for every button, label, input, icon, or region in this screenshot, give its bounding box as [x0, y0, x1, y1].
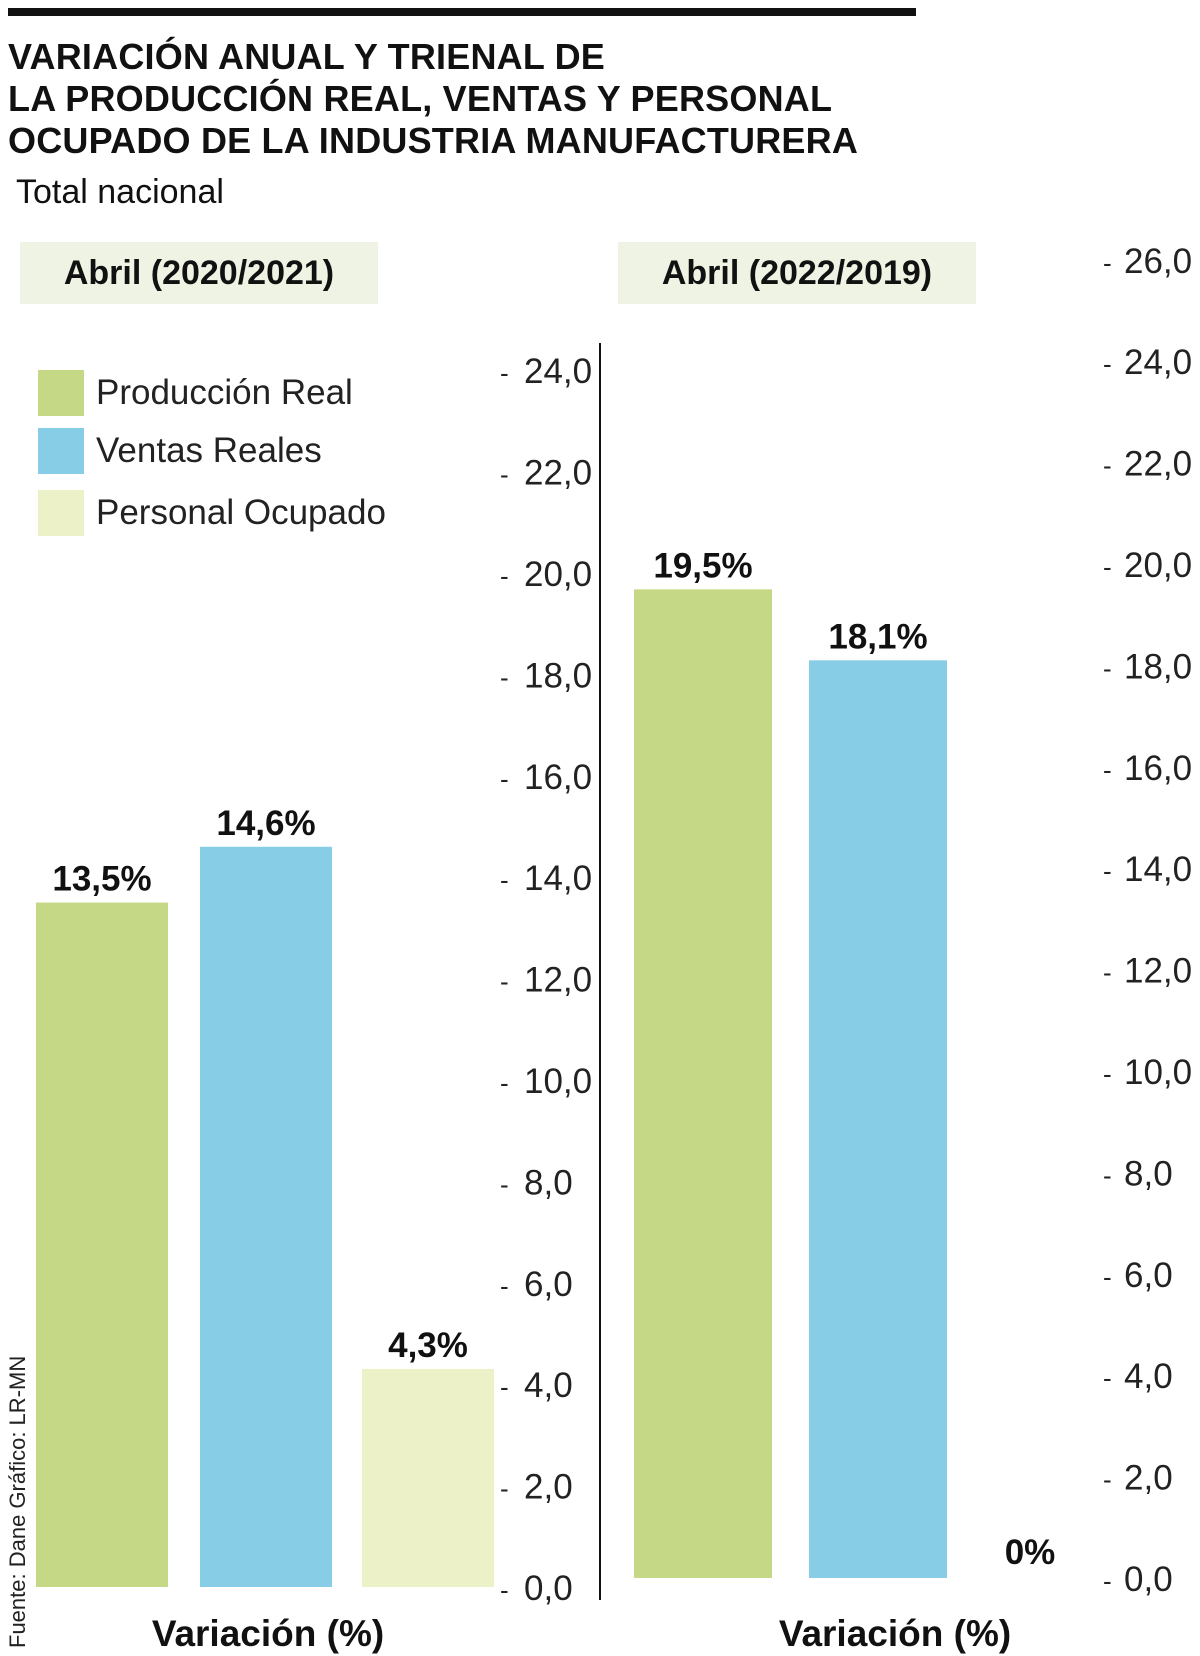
chart-title: VARIACIÓN ANUAL Y TRIENAL DE LA PRODUCCI… [8, 36, 928, 162]
y-tick-dash: - [1103, 248, 1112, 278]
x-axis-label: Variación (%) [152, 1613, 384, 1654]
title-line-1: VARIACIÓN ANUAL Y TRIENAL DE [8, 36, 605, 77]
y-tick-dash: - [1103, 958, 1112, 988]
y-tick-label: 14,0 [1124, 850, 1192, 889]
legend-label-produccion: Producción Real [96, 373, 353, 412]
y-tick-label: 12,0 [524, 961, 592, 1000]
legend-swatch-ventas [38, 428, 84, 474]
y-tick-dash: - [500, 1372, 509, 1402]
bar-producci-n-real [36, 902, 168, 1587]
y-tick-label: 12,0 [1124, 952, 1192, 991]
y-tick-label: 10,0 [524, 1062, 592, 1101]
y-tick-label: 4,0 [524, 1366, 573, 1405]
y-tick-dash: - [1103, 552, 1112, 582]
legend-label-personal: Personal Ocupado [96, 493, 386, 532]
y-tick-label: 16,0 [1124, 749, 1192, 788]
y-tick-label: 22,0 [524, 454, 592, 493]
chart-subtitle: Total nacional [16, 173, 224, 211]
x-axis-label: Variación (%) [779, 1613, 1011, 1654]
y-tick-label: 20,0 [524, 555, 592, 594]
panel-title-right: Abril (2022/2019) [618, 242, 976, 304]
y-tick-label: 0,0 [1124, 1560, 1173, 1599]
y-tick-label: 18,0 [524, 656, 592, 695]
y-tick-dash: - [500, 1169, 509, 1199]
y-tick-dash: - [500, 967, 509, 997]
y-tick-dash: - [500, 764, 509, 794]
y-tick-dash: - [1103, 755, 1112, 785]
legend-swatch-personal [38, 490, 84, 536]
y-tick-label: 2,0 [524, 1468, 573, 1507]
y-tick-dash: - [1103, 1160, 1112, 1190]
y-tick-label: 6,0 [524, 1265, 573, 1304]
y-tick-label: 18,0 [1124, 647, 1192, 686]
y-tick-dash: - [1103, 451, 1112, 481]
y-tick-dash: - [500, 1575, 509, 1605]
legend-label-ventas: Ventas Reales [96, 431, 322, 470]
legend-swatch-produccion [38, 370, 84, 416]
y-tick-label: 24,0 [524, 352, 592, 391]
data-label: 0% [1005, 1533, 1056, 1572]
data-label: 13,5% [52, 860, 151, 899]
title-line-3: OCUPADO DE LA INDUSTRIA MANUFACTURERA [8, 120, 859, 161]
y-tick-label: 14,0 [524, 859, 592, 898]
y-tick-dash: - [1103, 1566, 1112, 1596]
y-tick-label: 6,0 [1124, 1256, 1173, 1295]
y-tick-dash: - [1103, 1262, 1112, 1292]
y-tick-dash: - [500, 1068, 509, 1098]
y-tick-label: 22,0 [1124, 445, 1192, 484]
bar-ventas-reales [200, 846, 332, 1587]
y-tick-dash: - [1103, 349, 1112, 379]
y-tick-label: 8,0 [524, 1163, 573, 1202]
y-tick-dash: - [500, 460, 509, 490]
y-tick-dash: - [500, 1474, 509, 1504]
y-tick-dash: - [1103, 653, 1112, 683]
title-line-2: LA PRODUCCIÓN REAL, VENTAS Y PERSONAL [8, 78, 833, 119]
y-tick-dash: - [1103, 1465, 1112, 1495]
data-label: 18,1% [828, 617, 927, 656]
y-tick-dash: - [500, 1271, 509, 1301]
y-tick-label: 0,0 [524, 1569, 573, 1608]
y-tick-label: 24,0 [1124, 343, 1192, 382]
y-tick-label: 10,0 [1124, 1053, 1192, 1092]
y-tick-label: 8,0 [1124, 1154, 1173, 1193]
y-tick-dash: - [1103, 856, 1112, 886]
y-tick-dash: - [1103, 1059, 1112, 1089]
y-tick-label: 26,0 [1124, 242, 1192, 281]
bar-personal-ocupado [362, 1368, 494, 1587]
y-tick-label: 4,0 [1124, 1357, 1173, 1396]
y-tick-dash: - [500, 561, 509, 591]
data-label: 14,6% [216, 804, 315, 843]
bar-producci-n-real [634, 589, 772, 1578]
y-tick-dash: - [500, 662, 509, 692]
y-tick-dash: - [1103, 1363, 1112, 1393]
y-tick-dash: - [500, 865, 509, 895]
data-label: 19,5% [653, 546, 752, 585]
y-tick-label: 16,0 [524, 758, 592, 797]
data-label: 4,3% [388, 1326, 468, 1365]
y-tick-label: 20,0 [1124, 546, 1192, 585]
top-rule [8, 8, 916, 16]
bar-ventas-reales [809, 660, 947, 1578]
source-credit: Fuente: Dane Gráfico: LR-MN [5, 1355, 30, 1648]
panel-title-left: Abril (2020/2021) [20, 242, 378, 304]
y-tick-dash: - [500, 358, 509, 388]
y-tick-label: 2,0 [1124, 1459, 1173, 1498]
